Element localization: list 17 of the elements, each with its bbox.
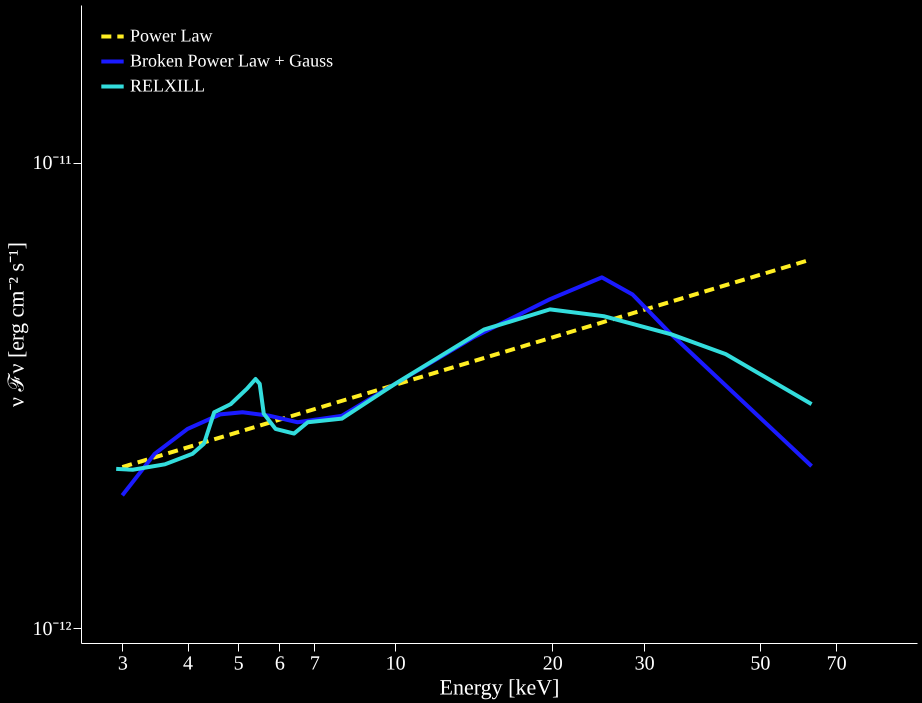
x-tick-label: 4 bbox=[183, 652, 194, 674]
legend-label: Power Law bbox=[130, 26, 212, 46]
x-tick-label: 50 bbox=[750, 652, 770, 674]
x-tick-label: 30 bbox=[634, 652, 655, 674]
y-tick-label: 10⁻¹² bbox=[32, 618, 72, 640]
x-tick-label: 5 bbox=[234, 652, 244, 674]
x-tick-label: 7 bbox=[310, 652, 320, 674]
x-axis-title: Energy [keV] bbox=[440, 674, 560, 700]
y-tick-label: 10⁻¹¹ bbox=[32, 152, 72, 174]
x-tick-label: 70 bbox=[826, 652, 847, 674]
y-axis-title: ν ℱν [erg cm⁻² s⁻¹] bbox=[4, 242, 29, 407]
legend-label: Broken Power Law + Gauss bbox=[130, 50, 334, 70]
x-tick-label: 3 bbox=[118, 652, 128, 674]
legend-label: RELXILL bbox=[130, 76, 205, 96]
x-tick-label: 10 bbox=[386, 652, 406, 674]
x-tick-label: 6 bbox=[274, 652, 285, 674]
x-tick-label: 20 bbox=[542, 652, 563, 674]
